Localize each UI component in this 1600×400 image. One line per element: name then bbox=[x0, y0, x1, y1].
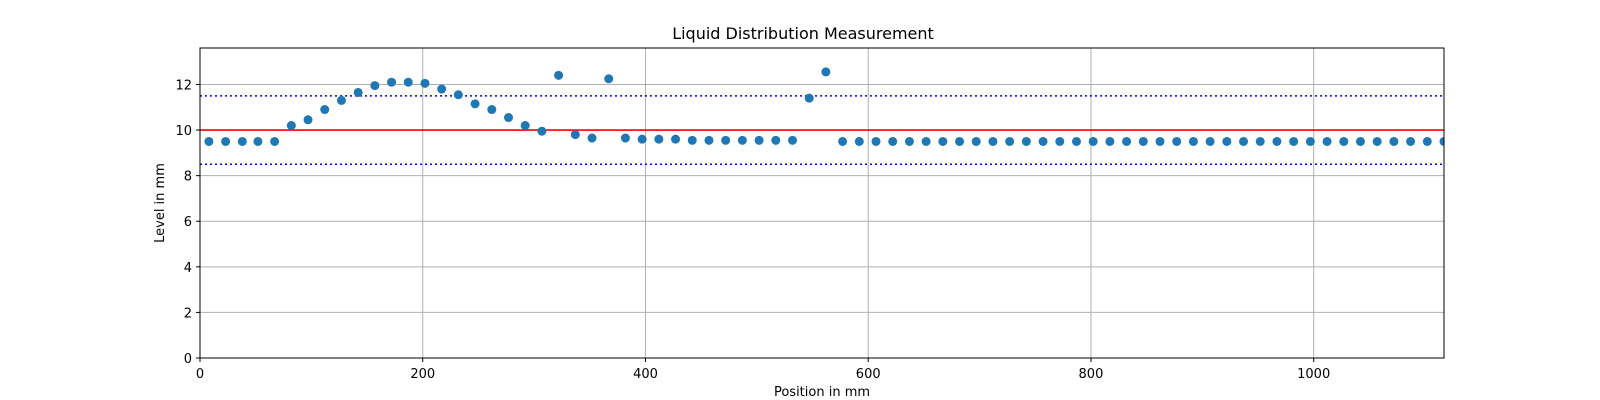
data-point bbox=[420, 78, 430, 88]
data-point bbox=[971, 136, 981, 146]
data-point bbox=[921, 136, 931, 146]
data-point bbox=[554, 70, 564, 80]
y-tick-label: 6 bbox=[184, 215, 192, 230]
data-point bbox=[654, 134, 664, 144]
data-point bbox=[737, 135, 747, 145]
reference-lines bbox=[200, 95, 1444, 166]
data-point bbox=[1322, 136, 1332, 146]
data-point bbox=[221, 136, 231, 146]
data-point bbox=[1289, 136, 1299, 146]
x-tick-label: 1000 bbox=[1297, 367, 1330, 382]
data-point bbox=[1305, 136, 1315, 146]
data-point bbox=[537, 126, 547, 136]
data-point bbox=[1239, 136, 1249, 146]
data-point bbox=[303, 115, 313, 125]
data-point bbox=[336, 95, 346, 105]
data-point bbox=[988, 136, 998, 146]
x-axis-ticks: 0 200 400 600 800 1000 bbox=[196, 358, 1330, 382]
data-point bbox=[1355, 136, 1365, 146]
data-point bbox=[320, 105, 330, 115]
data-point bbox=[1071, 136, 1081, 146]
data-point bbox=[1222, 136, 1232, 146]
data-point bbox=[671, 134, 681, 144]
data-point bbox=[904, 136, 914, 146]
data-point bbox=[1038, 136, 1048, 146]
data-point bbox=[587, 133, 597, 143]
data-point bbox=[1088, 136, 1098, 146]
data-point bbox=[520, 121, 530, 130]
x-tick-label: 200 bbox=[410, 367, 435, 382]
data-point bbox=[1155, 136, 1165, 146]
data-point bbox=[487, 105, 497, 115]
data-point bbox=[955, 136, 965, 146]
y-tick-label: 2 bbox=[184, 306, 192, 321]
data-point bbox=[503, 113, 513, 123]
data-point bbox=[938, 136, 948, 146]
data-point bbox=[1439, 136, 1444, 146]
chart-title: Liquid Distribution Measurement bbox=[672, 24, 934, 43]
data-point bbox=[204, 136, 214, 146]
data-point bbox=[804, 93, 814, 103]
data-point bbox=[1188, 136, 1198, 146]
data-point bbox=[237, 136, 247, 146]
data-point bbox=[1172, 136, 1182, 146]
y-tick-label: 4 bbox=[184, 261, 192, 276]
data-point bbox=[620, 133, 630, 143]
x-tick-label: 600 bbox=[856, 367, 881, 382]
data-point bbox=[687, 135, 697, 145]
data-point bbox=[1021, 136, 1031, 146]
data-point bbox=[1255, 136, 1265, 146]
data-point bbox=[1422, 136, 1432, 146]
data-point bbox=[270, 136, 280, 146]
data-point bbox=[1138, 136, 1148, 146]
data-point bbox=[637, 134, 647, 144]
data-point bbox=[871, 136, 881, 146]
data-point bbox=[453, 90, 463, 100]
plot-frame bbox=[199, 47, 1445, 359]
data-point bbox=[1372, 136, 1382, 146]
y-tick-label: 12 bbox=[175, 78, 192, 93]
data-point bbox=[1339, 136, 1349, 146]
data-point bbox=[604, 74, 614, 84]
data-point bbox=[403, 77, 413, 87]
data-point bbox=[854, 136, 864, 146]
data-point bbox=[1272, 136, 1282, 146]
data-point bbox=[253, 136, 263, 146]
data-point bbox=[888, 136, 898, 146]
data-point bbox=[470, 99, 480, 109]
data-point bbox=[437, 84, 447, 94]
data-point bbox=[704, 135, 714, 145]
data-point bbox=[570, 130, 580, 140]
data-points bbox=[204, 67, 1444, 146]
x-axis-label: Position in mm bbox=[774, 385, 870, 400]
data-point bbox=[1105, 136, 1115, 146]
data-point bbox=[1406, 136, 1416, 146]
data-point bbox=[370, 81, 380, 91]
data-point bbox=[787, 135, 797, 145]
y-tick-label: 0 bbox=[184, 352, 192, 367]
x-tick-label: 800 bbox=[1079, 367, 1104, 382]
x-tick-label: 400 bbox=[633, 367, 658, 382]
data-point bbox=[771, 135, 781, 145]
y-tick-label: 8 bbox=[184, 170, 192, 185]
x-tick-label: 0 bbox=[196, 367, 204, 382]
y-tick-label: 10 bbox=[175, 124, 192, 139]
data-point bbox=[1055, 136, 1065, 146]
y-axis-ticks: 0 2 4 6 8 10 12 bbox=[175, 78, 200, 367]
data-point bbox=[387, 77, 397, 87]
data-point bbox=[286, 121, 296, 130]
data-point bbox=[353, 87, 363, 97]
y-axis-label: Level in mm bbox=[153, 163, 168, 243]
data-point bbox=[1205, 136, 1215, 146]
data-point bbox=[821, 67, 831, 77]
data-point bbox=[1005, 136, 1015, 146]
data-point bbox=[1122, 136, 1132, 146]
data-point bbox=[721, 135, 731, 145]
data-point bbox=[838, 136, 848, 146]
data-point bbox=[754, 135, 764, 145]
data-point bbox=[1389, 136, 1399, 146]
